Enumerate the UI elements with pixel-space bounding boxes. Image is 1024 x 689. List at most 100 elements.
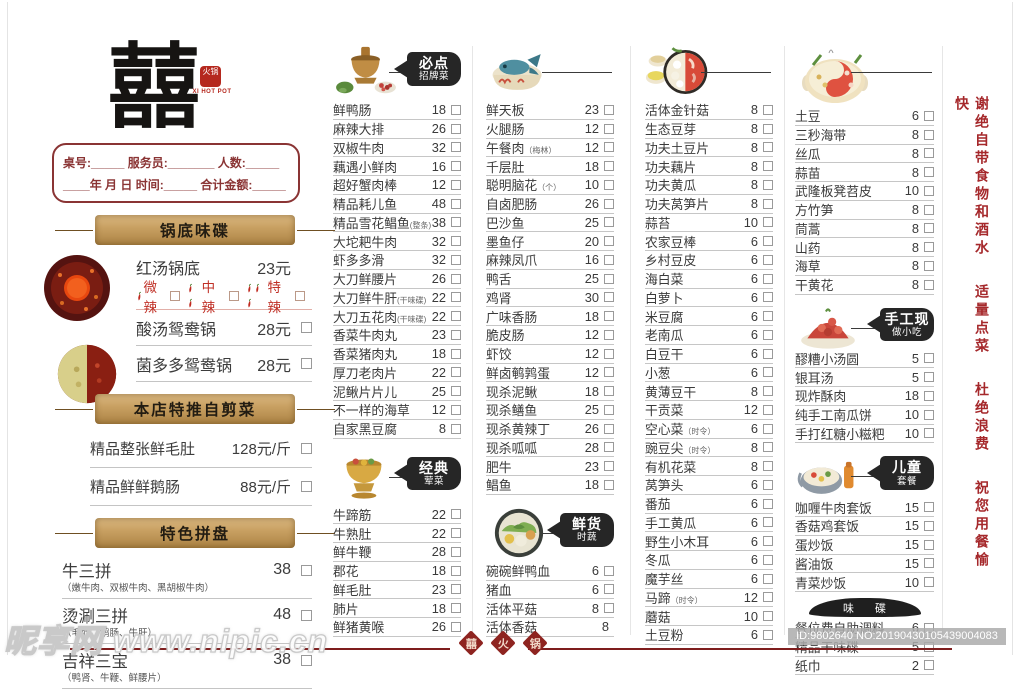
dish-checkbox[interactable] [451,386,461,397]
dish-checkbox[interactable] [604,367,614,378]
dish-checkbox[interactable] [451,329,461,340]
dish-checkbox[interactable] [604,329,614,340]
dish-checkbox[interactable] [924,577,934,588]
dish-checkbox[interactable] [604,461,614,472]
dish-checkbox[interactable] [763,179,773,190]
spice-checkbox[interactable] [170,291,181,301]
dish-checkbox[interactable] [763,386,773,397]
dish-checkbox[interactable] [763,161,773,172]
dish-checkbox[interactable] [763,142,773,153]
dish-checkbox[interactable] [763,498,773,509]
dish-checkbox[interactable] [451,509,461,520]
dish-checkbox[interactable] [763,629,773,640]
dish-checkbox[interactable] [451,292,461,303]
dish-checkbox[interactable] [604,584,614,595]
dish-checkbox[interactable] [301,322,312,333]
dish-checkbox[interactable] [924,185,934,196]
dish-checkbox[interactable] [604,423,614,434]
dish-checkbox[interactable] [451,311,461,322]
dish-checkbox[interactable] [763,442,773,453]
spice-checkbox[interactable] [229,291,240,301]
dish-checkbox[interactable] [451,123,461,134]
dish-checkbox[interactable] [604,273,614,284]
dish-checkbox[interactable] [301,609,312,621]
dish-checkbox[interactable] [451,565,461,576]
dish-checkbox[interactable] [763,573,773,584]
dish-checkbox[interactable] [763,329,773,340]
dish-checkbox[interactable] [763,198,773,209]
dish-checkbox[interactable] [924,204,934,215]
dish-checkbox[interactable] [924,409,934,420]
dish-checkbox[interactable] [763,461,773,472]
dish-checkbox[interactable] [301,481,312,492]
dish-checkbox[interactable] [301,358,312,369]
dish-checkbox[interactable] [604,386,614,397]
dish-checkbox[interactable] [451,404,461,415]
dish-checkbox[interactable] [451,546,461,557]
dish-checkbox[interactable] [763,554,773,565]
dish-checkbox[interactable] [924,502,934,513]
dish-checkbox[interactable] [924,353,934,364]
dish-checkbox[interactable] [604,442,614,453]
dish-checkbox[interactable] [451,273,461,284]
dish-checkbox[interactable] [451,104,461,115]
dish-checkbox[interactable] [451,367,461,378]
dish-checkbox[interactable] [763,292,773,303]
dish-checkbox[interactable] [604,348,614,359]
dish-checkbox[interactable] [604,236,614,247]
dish-checkbox[interactable] [763,348,773,359]
dish-checkbox[interactable] [763,479,773,490]
dish-checkbox[interactable] [604,292,614,303]
dish-checkbox[interactable] [604,404,614,415]
dish-checkbox[interactable] [763,104,773,115]
dish-checkbox[interactable] [924,372,934,383]
dish-checkbox[interactable] [763,123,773,134]
dish-checkbox[interactable] [604,603,614,614]
dish-checkbox[interactable] [763,404,773,415]
dish-checkbox[interactable] [763,217,773,228]
dish-checkbox[interactable] [604,311,614,322]
dish-checkbox[interactable] [301,564,312,576]
dish-checkbox[interactable] [451,236,461,247]
dish-checkbox[interactable] [763,423,773,434]
dish-checkbox[interactable] [763,517,773,528]
dish-checkbox[interactable] [924,223,934,234]
dish-checkbox[interactable] [763,611,773,622]
dish-checkbox[interactable] [924,520,934,531]
dish-checkbox[interactable] [763,536,773,547]
dish-checkbox[interactable] [451,423,461,434]
dish-checkbox[interactable] [924,148,934,159]
dish-checkbox[interactable] [763,236,773,247]
dish-checkbox[interactable] [451,161,461,172]
dish-checkbox[interactable] [924,428,934,439]
dish-checkbox[interactable] [604,142,614,153]
dish-checkbox[interactable] [451,603,461,614]
dish-checkbox[interactable] [604,179,614,190]
spice-checkbox[interactable] [295,291,305,301]
dish-checkbox[interactable] [451,142,461,153]
dish-checkbox[interactable] [924,279,934,290]
dish-checkbox[interactable] [763,311,773,322]
dish-checkbox[interactable] [763,273,773,284]
dish-checkbox[interactable] [924,167,934,178]
dish-checkbox[interactable] [763,367,773,378]
dish-checkbox[interactable] [604,565,614,576]
dish-checkbox[interactable] [924,539,934,550]
dish-checkbox[interactable] [451,198,461,209]
dish-checkbox[interactable] [763,254,773,265]
dish-checkbox[interactable] [451,528,461,539]
dish-checkbox[interactable] [301,443,312,454]
dish-checkbox[interactable] [604,104,614,115]
dish-checkbox[interactable] [924,660,934,671]
dish-checkbox[interactable] [604,123,614,134]
dish-checkbox[interactable] [451,584,461,595]
dish-checkbox[interactable] [451,254,461,265]
dish-checkbox[interactable] [604,479,614,490]
dish-checkbox[interactable] [604,198,614,209]
dish-checkbox[interactable] [924,242,934,253]
dish-checkbox[interactable] [924,260,934,271]
dish-checkbox[interactable] [451,348,461,359]
dish-checkbox[interactable] [924,558,934,569]
dish-checkbox[interactable] [604,161,614,172]
dish-checkbox[interactable] [924,110,934,121]
